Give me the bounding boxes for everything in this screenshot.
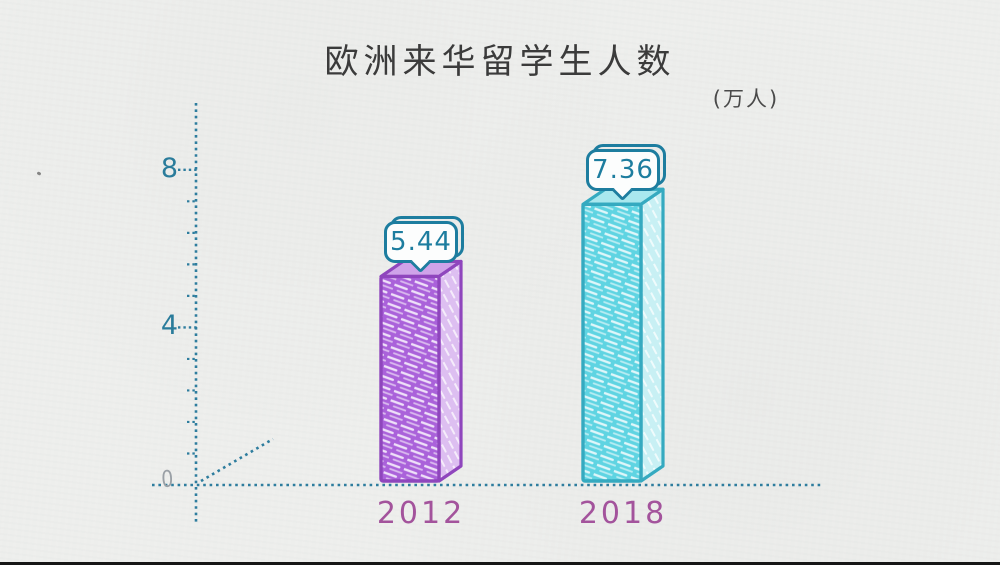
value-badge-2012: 5.44 xyxy=(384,221,458,264)
unit-label: (万人) xyxy=(712,87,780,111)
x-category-label-2018: 2018 xyxy=(578,496,668,531)
bar-2018 xyxy=(581,187,665,483)
y-tick-label-0: 0 xyxy=(160,466,175,494)
bar-front-face xyxy=(581,202,643,483)
value-callout-2018: 7.36 xyxy=(586,144,666,192)
bar-front-face xyxy=(379,274,441,483)
bar-side-face xyxy=(639,187,665,483)
chart-title: 欧洲来华留学生人数 xyxy=(324,42,676,82)
origin-diagonal-stroke xyxy=(200,437,274,483)
bar-2012 xyxy=(379,259,463,483)
bottom-screen-edge xyxy=(0,562,1000,565)
x-category-label-2012: 2012 xyxy=(376,496,466,531)
y-tick-label-4: 4 xyxy=(160,310,178,342)
value-callout-2012: 5.44 xyxy=(384,216,464,264)
value-label-2018: 7.36 xyxy=(592,155,654,186)
value-badge-2018: 7.36 xyxy=(586,149,660,192)
y-tick-label-8: 8 xyxy=(160,152,178,184)
bar-side-face xyxy=(437,259,463,483)
value-label-2012: 5.44 xyxy=(390,227,452,258)
